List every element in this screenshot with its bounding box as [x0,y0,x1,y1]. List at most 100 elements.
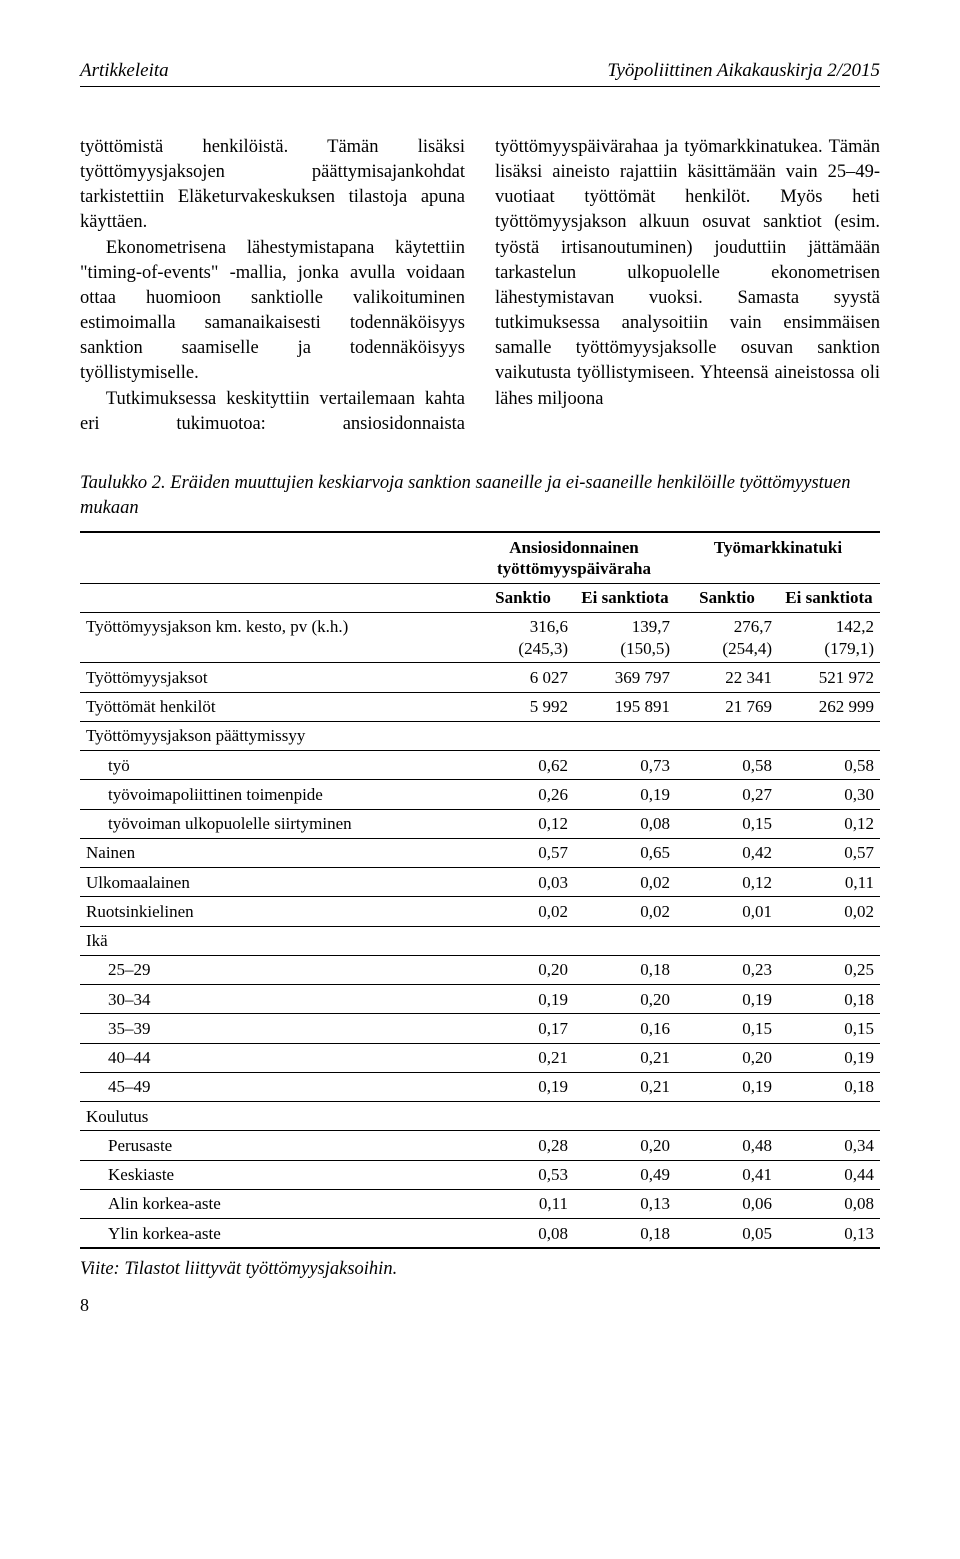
row-label: Nainen [80,838,472,867]
cell-value: 0,02 [574,897,676,926]
body-p1: työttömistä henkilöistä. Tämän lisäksi t… [80,135,465,236]
cell-value: 0,19 [676,1072,778,1101]
cell-value: 0,01 [676,897,778,926]
cell-value: 0,57 [472,838,574,867]
cell-value: 0,27 [676,780,778,809]
body-p2: Ekonometrisena lähestymistapana käytetti… [80,236,465,387]
row-label: 35–39 [80,1014,472,1043]
cell-value: 0,15 [778,1014,880,1043]
section-label: Koulutus [80,1102,472,1131]
cell-value: 369 797 [574,663,676,692]
col-subhead: Sanktio [676,583,778,612]
cell-value: 0,41 [676,1160,778,1189]
cell-value: 0,49 [574,1160,676,1189]
row-label: työ [80,751,472,780]
row-label: 45–49 [80,1072,472,1101]
row-label: Alin korkea-aste [80,1189,472,1218]
cell-value: 0,02 [472,897,574,926]
cell-value: 0,16 [574,1014,676,1043]
row-label: Työttömyysjakson km. kesto, pv (k.h.) [80,612,472,663]
cell-value: 195 891 [574,692,676,721]
row-label: Ylin korkea-aste [80,1219,472,1249]
cell-value: 0,58 [778,751,880,780]
cell-value: 0,26 [472,780,574,809]
cell-value: 21 769 [676,692,778,721]
cell-value: 0,21 [574,1072,676,1101]
row-label: Työttömyysjaksot [80,663,472,692]
col-subhead: Ei sanktiota [778,583,880,612]
row-label: 30–34 [80,985,472,1014]
cell-value: 0,19 [472,985,574,1014]
cell-value: 0,08 [778,1189,880,1218]
cell-value: 0,20 [574,1131,676,1160]
cell-value: 0,57 [778,838,880,867]
cell-value: 0,20 [676,1043,778,1072]
cell-value: 0,15 [676,809,778,838]
cell-value: 0,62 [472,751,574,780]
cell-value: 0,13 [778,1219,880,1249]
row-label: Ulkomaalainen [80,868,472,897]
cell-value: 0,11 [472,1189,574,1218]
cell-value: 0,20 [472,955,574,984]
cell-value: 0,42 [676,838,778,867]
header-right: Työpoliittinen Aikakauskirja 2/2015 [607,60,880,82]
cell-value: 0,06 [676,1189,778,1218]
cell-value: 0,02 [778,897,880,926]
row-label: 40–44 [80,1043,472,1072]
cell-value: 0,02 [574,868,676,897]
cell-value: 316,6(245,3) [472,612,574,663]
cell-value: 0,65 [574,838,676,867]
cell-value: 6 027 [472,663,574,692]
cell-value: 22 341 [676,663,778,692]
table-footnote: Viite: Tilastot liittyvät työttömyysjaks… [80,1259,880,1280]
cell-value: 0,28 [472,1131,574,1160]
cell-value: 0,48 [676,1131,778,1160]
col-subhead: Sanktio [472,583,574,612]
cell-value: 0,23 [676,955,778,984]
cell-value: 276,7(254,4) [676,612,778,663]
cell-value: 0,20 [574,985,676,1014]
cell-value: 0,58 [676,751,778,780]
cell-value: 0,18 [778,1072,880,1101]
cell-value: 0,17 [472,1014,574,1043]
data-table: AnsiosidonnainentyöttömyyspäivärahaTyöma… [80,531,880,1249]
cell-value: 0,19 [676,985,778,1014]
row-label: Ruotsinkielinen [80,897,472,926]
row-label: Keskiaste [80,1160,472,1189]
cell-value: 0,18 [574,955,676,984]
cell-value: 0,53 [472,1160,574,1189]
cell-value: 0,34 [778,1131,880,1160]
row-label: työvoiman ulkopuolelle siirtyminen [80,809,472,838]
cell-value: 0,21 [472,1043,574,1072]
cell-value: 0,12 [778,809,880,838]
cell-value: 0,19 [574,780,676,809]
cell-value: 0,12 [676,868,778,897]
row-label: työvoimapoliittinen toimenpide [80,780,472,809]
group-head-tyomarkkinatuki: Työmarkkinatuki [676,532,880,583]
section-label: Ikä [80,926,472,955]
cell-value: 0,03 [472,868,574,897]
row-label: Työttömät henkilöt [80,692,472,721]
row-label: 25–29 [80,955,472,984]
cell-value: 521 972 [778,663,880,692]
cell-value: 0,15 [676,1014,778,1043]
cell-value: 0,12 [472,809,574,838]
cell-value: 0,05 [676,1219,778,1249]
table-caption: Taulukko 2. Eräiden muuttujien keskiarvo… [80,471,880,521]
group-head-ansios: Ansiosidonnainentyöttömyyspäiväraha [472,532,676,583]
cell-value: 0,19 [472,1072,574,1101]
cell-value: 0,18 [574,1219,676,1249]
header-left: Artikkeleita [80,60,169,82]
cell-value: 0,30 [778,780,880,809]
cell-value: 0,44 [778,1160,880,1189]
cell-value: 0,11 [778,868,880,897]
cell-value: 262 999 [778,692,880,721]
cell-value: 0,73 [574,751,676,780]
section-label: Työttömyysjakson päättymissyy [80,721,472,750]
article-body: työttömistä henkilöistä. Tämän lisäksi t… [80,135,880,437]
cell-value: 0,13 [574,1189,676,1218]
cell-value: 5 992 [472,692,574,721]
cell-value: 0,08 [574,809,676,838]
row-label: Perusaste [80,1131,472,1160]
cell-value: 0,18 [778,985,880,1014]
